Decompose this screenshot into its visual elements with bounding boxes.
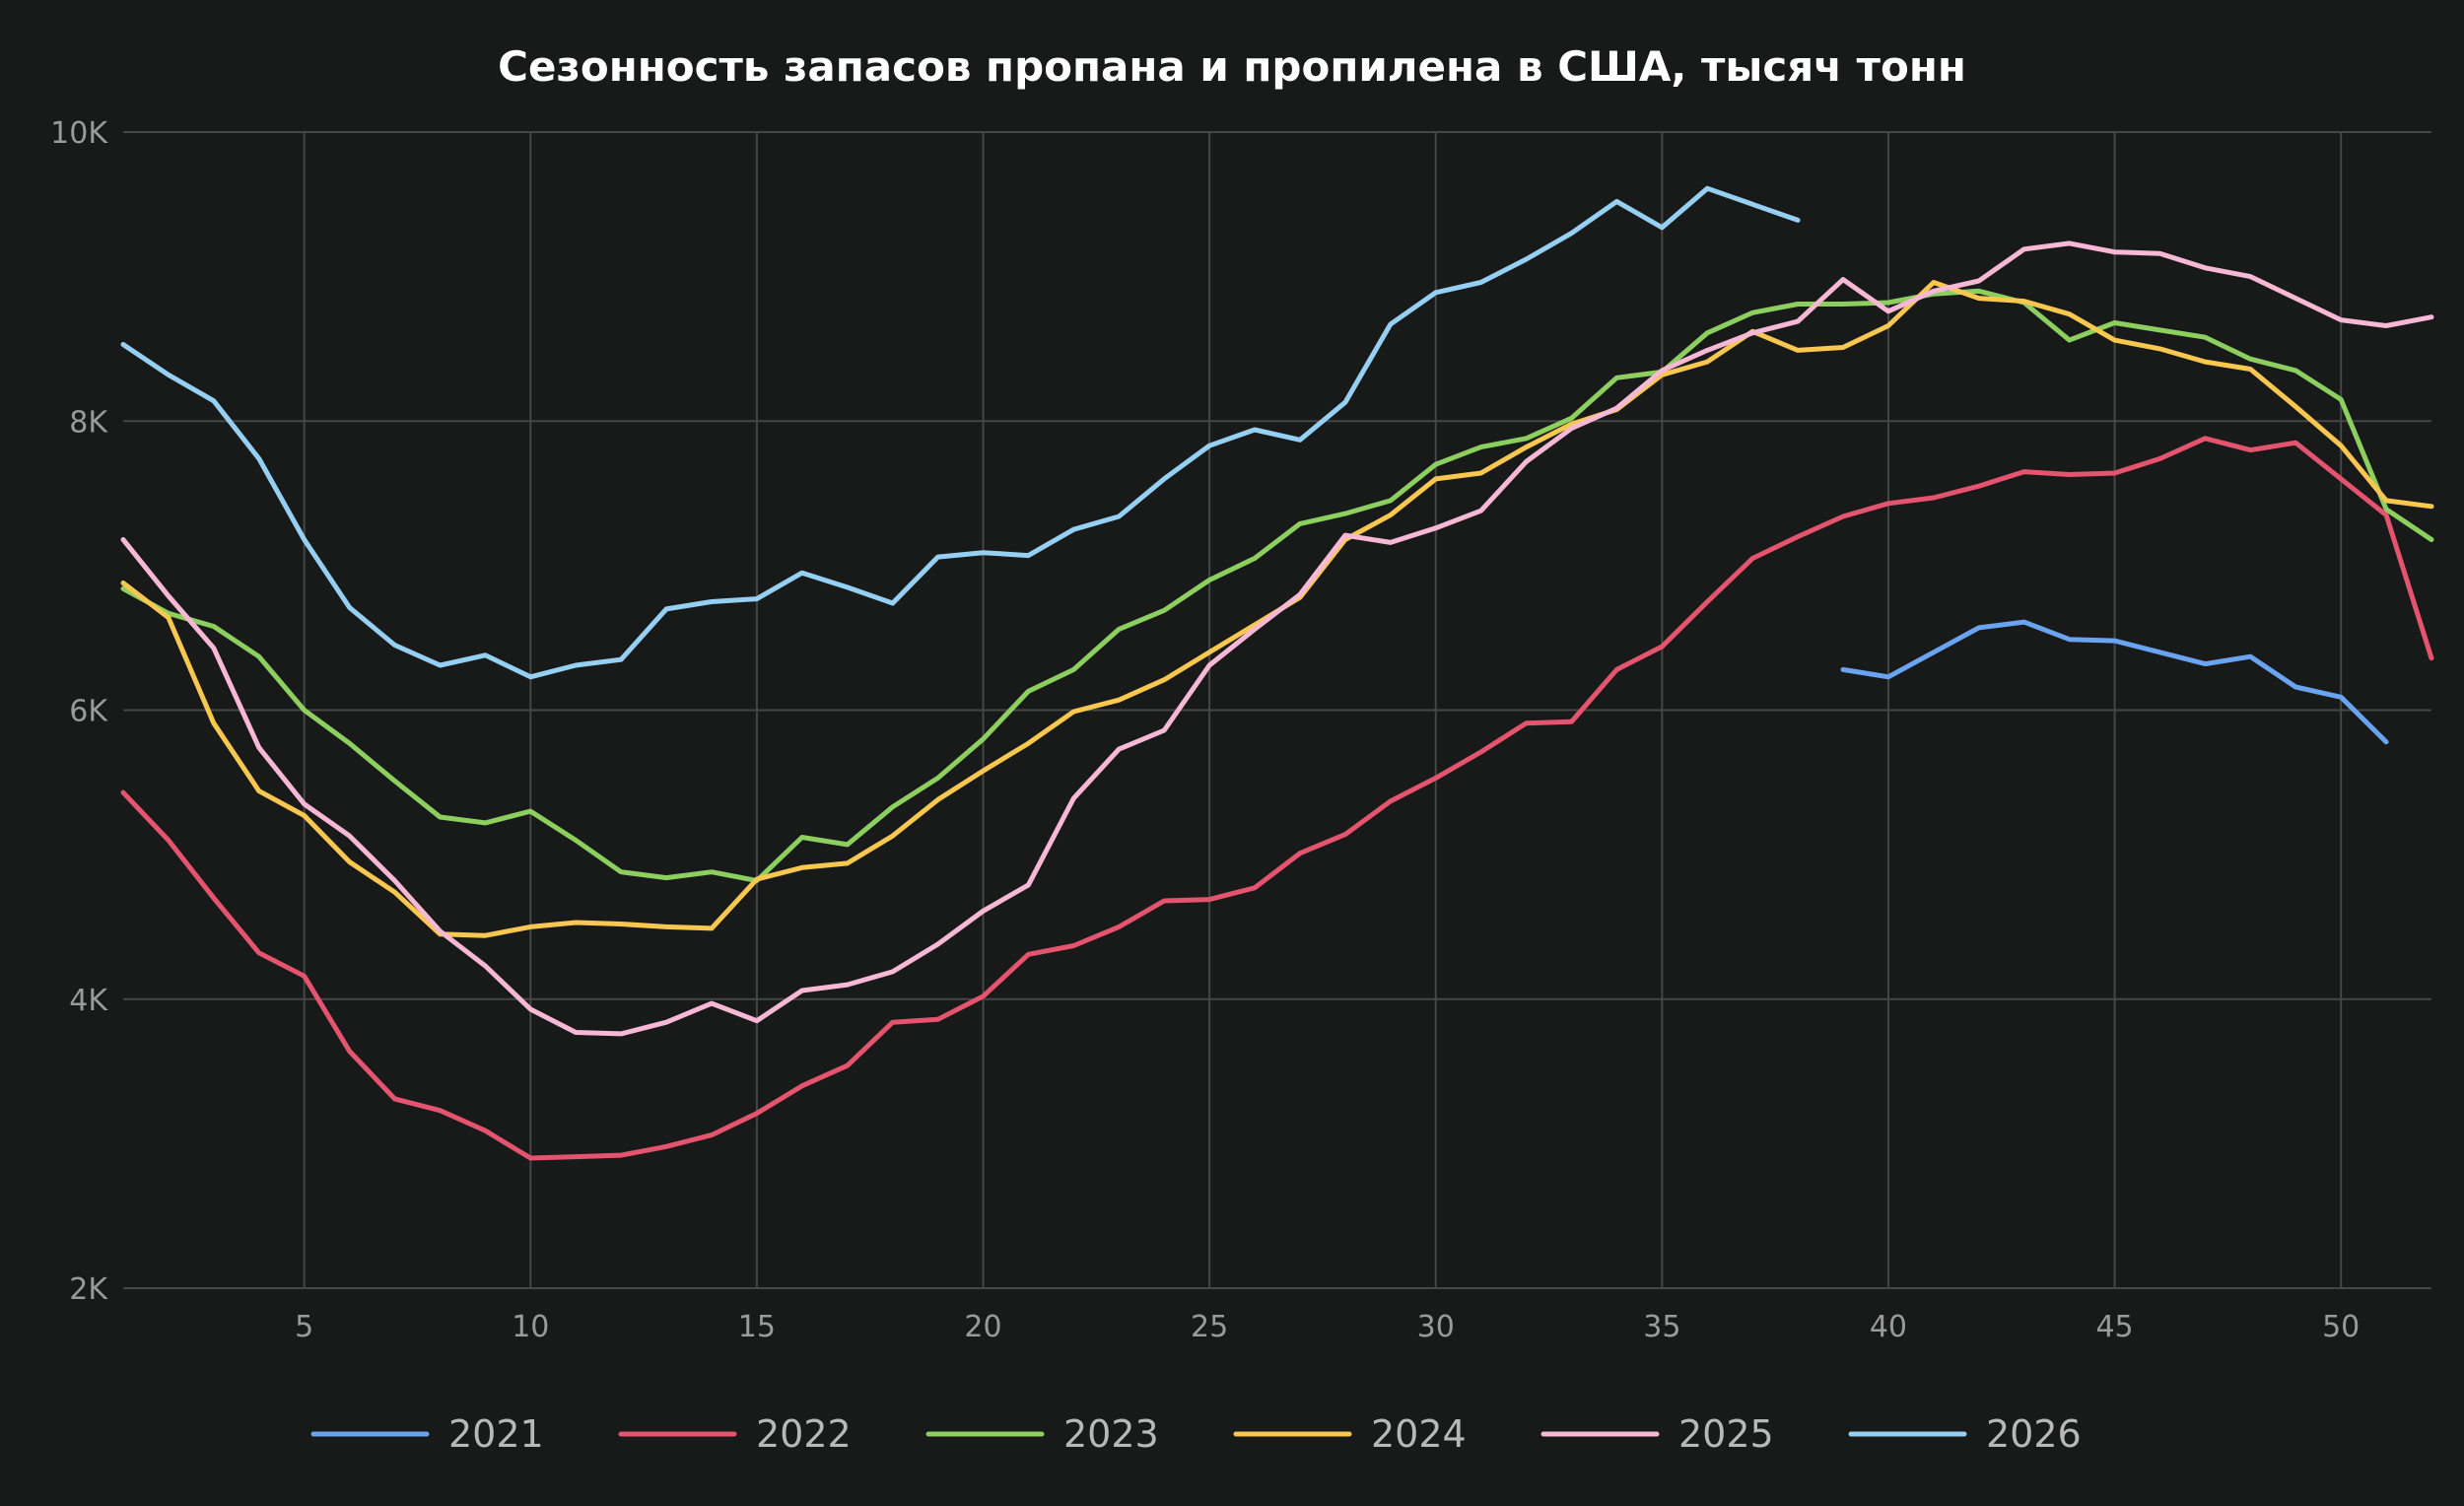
- y-tick-label: 4K: [69, 984, 108, 1018]
- x-tick-label: 30: [1417, 1310, 1455, 1344]
- x-tick-label: 50: [2322, 1310, 2360, 1344]
- y-tick-label: 2K: [69, 1272, 108, 1307]
- grid: [123, 131, 2431, 1289]
- series-lines: [120, 185, 2434, 1161]
- chart-title: Сезонность запасов пропана и пропилена в…: [498, 42, 1966, 91]
- x-tick-label: 15: [738, 1310, 776, 1344]
- y-tick-label: 8K: [69, 405, 108, 440]
- legend-label-2022: 2022: [756, 1412, 852, 1456]
- x-tick-label: 40: [1870, 1310, 1907, 1344]
- x-tick-label: 35: [1643, 1310, 1680, 1344]
- x-tick-label: 10: [512, 1310, 549, 1344]
- series-line-2021: [1840, 619, 2389, 745]
- y-tick-label: 6K: [69, 695, 108, 729]
- series-line-2025: [120, 240, 2434, 1037]
- legend: 2021 2022 2023 2024 2025 2026: [310, 1412, 2082, 1456]
- x-tick-label: 25: [1191, 1310, 1228, 1344]
- legend-label-2023: 2023: [1063, 1412, 1159, 1456]
- series-line-2022: [120, 436, 2434, 1161]
- legend-label-2021: 2021: [448, 1412, 544, 1456]
- legend-label-2024: 2024: [1371, 1412, 1467, 1456]
- x-tick-label: 5: [295, 1310, 313, 1344]
- series-line-2026: [120, 185, 1801, 680]
- x-tick-label: 45: [2095, 1310, 2133, 1344]
- legend-label-2026: 2026: [1986, 1412, 2082, 1456]
- x-tick-label: 20: [964, 1310, 1001, 1344]
- y-tick-label: 10K: [50, 116, 108, 151]
- legend-label-2025: 2025: [1678, 1412, 1774, 1456]
- series-line-2023: [120, 288, 2434, 883]
- axes: 2K 4K 6K 8K 10K 5 10 15 20 25 30 35 40 45 50: [50, 116, 2360, 1344]
